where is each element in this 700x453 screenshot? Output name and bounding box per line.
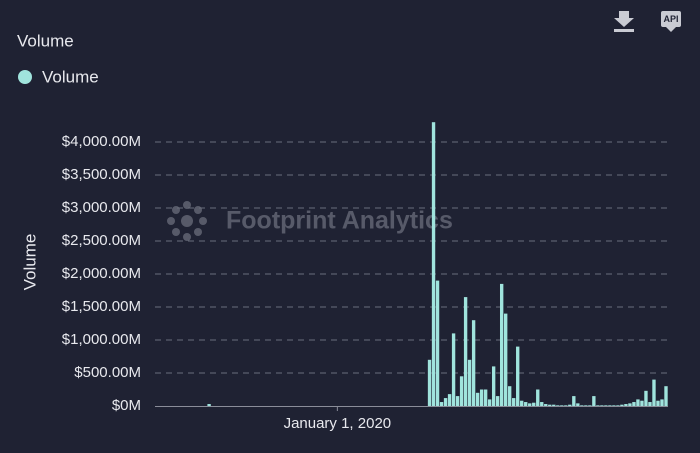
bar <box>600 405 604 406</box>
download-icon[interactable] <box>614 11 634 32</box>
bar <box>475 392 480 406</box>
bar <box>504 313 508 406</box>
bar <box>516 346 520 406</box>
bar <box>572 396 576 406</box>
bar <box>528 403 532 406</box>
watermark-text: Footprint Analytics <box>226 207 453 235</box>
y-tick-label: $3,000.00M <box>62 199 141 216</box>
bar <box>431 122 436 406</box>
bar <box>491 366 496 406</box>
bar <box>451 333 456 406</box>
bar <box>620 404 624 406</box>
bar <box>463 297 468 406</box>
bar <box>512 398 516 406</box>
bar <box>455 396 460 406</box>
bar <box>624 404 628 406</box>
bar <box>596 405 600 406</box>
bar <box>644 390 648 406</box>
bar <box>656 400 660 406</box>
bar <box>628 403 632 406</box>
bar <box>479 389 484 406</box>
bar <box>499 283 504 406</box>
y-tick-label: $1,500.00M <box>62 298 141 315</box>
watermark: Footprint Analytics <box>167 201 453 241</box>
bar <box>471 320 476 406</box>
bar <box>588 405 592 406</box>
bar <box>580 405 584 406</box>
bar <box>524 402 528 406</box>
y-tick-label: $2,500.00M <box>62 232 141 249</box>
bar <box>652 379 656 406</box>
bar <box>520 400 524 406</box>
bar <box>560 405 564 406</box>
y-tick-label: $1,000.00M <box>62 331 141 348</box>
bar <box>584 405 588 406</box>
bar <box>536 389 540 406</box>
bar <box>616 405 620 406</box>
bar <box>447 394 452 406</box>
y-tick-label: $500.00M <box>74 364 141 381</box>
bar <box>664 386 668 406</box>
bar <box>552 404 556 406</box>
y-tick-label: $4,000.00M <box>62 133 141 150</box>
bar <box>612 405 616 406</box>
legend-swatch <box>18 70 32 84</box>
y-tick-label: $3,500.00M <box>62 166 141 183</box>
bar <box>495 396 500 406</box>
bar <box>435 280 440 406</box>
bar <box>564 405 568 406</box>
y-axis-label: Volume <box>20 234 39 291</box>
bar <box>636 399 640 406</box>
bar <box>439 402 444 406</box>
legend-label[interactable]: Volume <box>42 67 99 86</box>
bar <box>443 398 448 406</box>
bar <box>483 389 488 406</box>
bar <box>632 402 636 406</box>
bar <box>548 404 552 406</box>
bar <box>648 402 652 406</box>
y-tick-label: $2,000.00M <box>62 265 141 282</box>
api-label: API <box>663 14 678 24</box>
api-icon[interactable]: API <box>661 11 681 32</box>
chart-title: Volume <box>17 31 74 50</box>
bar <box>576 403 580 406</box>
bar <box>540 402 544 406</box>
bar <box>487 399 492 406</box>
bar <box>640 400 644 406</box>
bar <box>544 404 548 406</box>
x-tick-label: January 1, 2020 <box>284 415 392 432</box>
bar <box>660 399 664 406</box>
bar <box>604 405 608 406</box>
bar <box>508 386 512 406</box>
bar <box>568 404 572 406</box>
y-tick-label: $0M <box>112 397 141 414</box>
bar <box>592 396 596 406</box>
bar <box>427 359 432 406</box>
bar <box>207 404 211 406</box>
bar <box>467 359 472 406</box>
bar <box>459 376 464 406</box>
bar <box>608 405 612 406</box>
bar <box>532 402 536 406</box>
bar <box>556 405 560 406</box>
